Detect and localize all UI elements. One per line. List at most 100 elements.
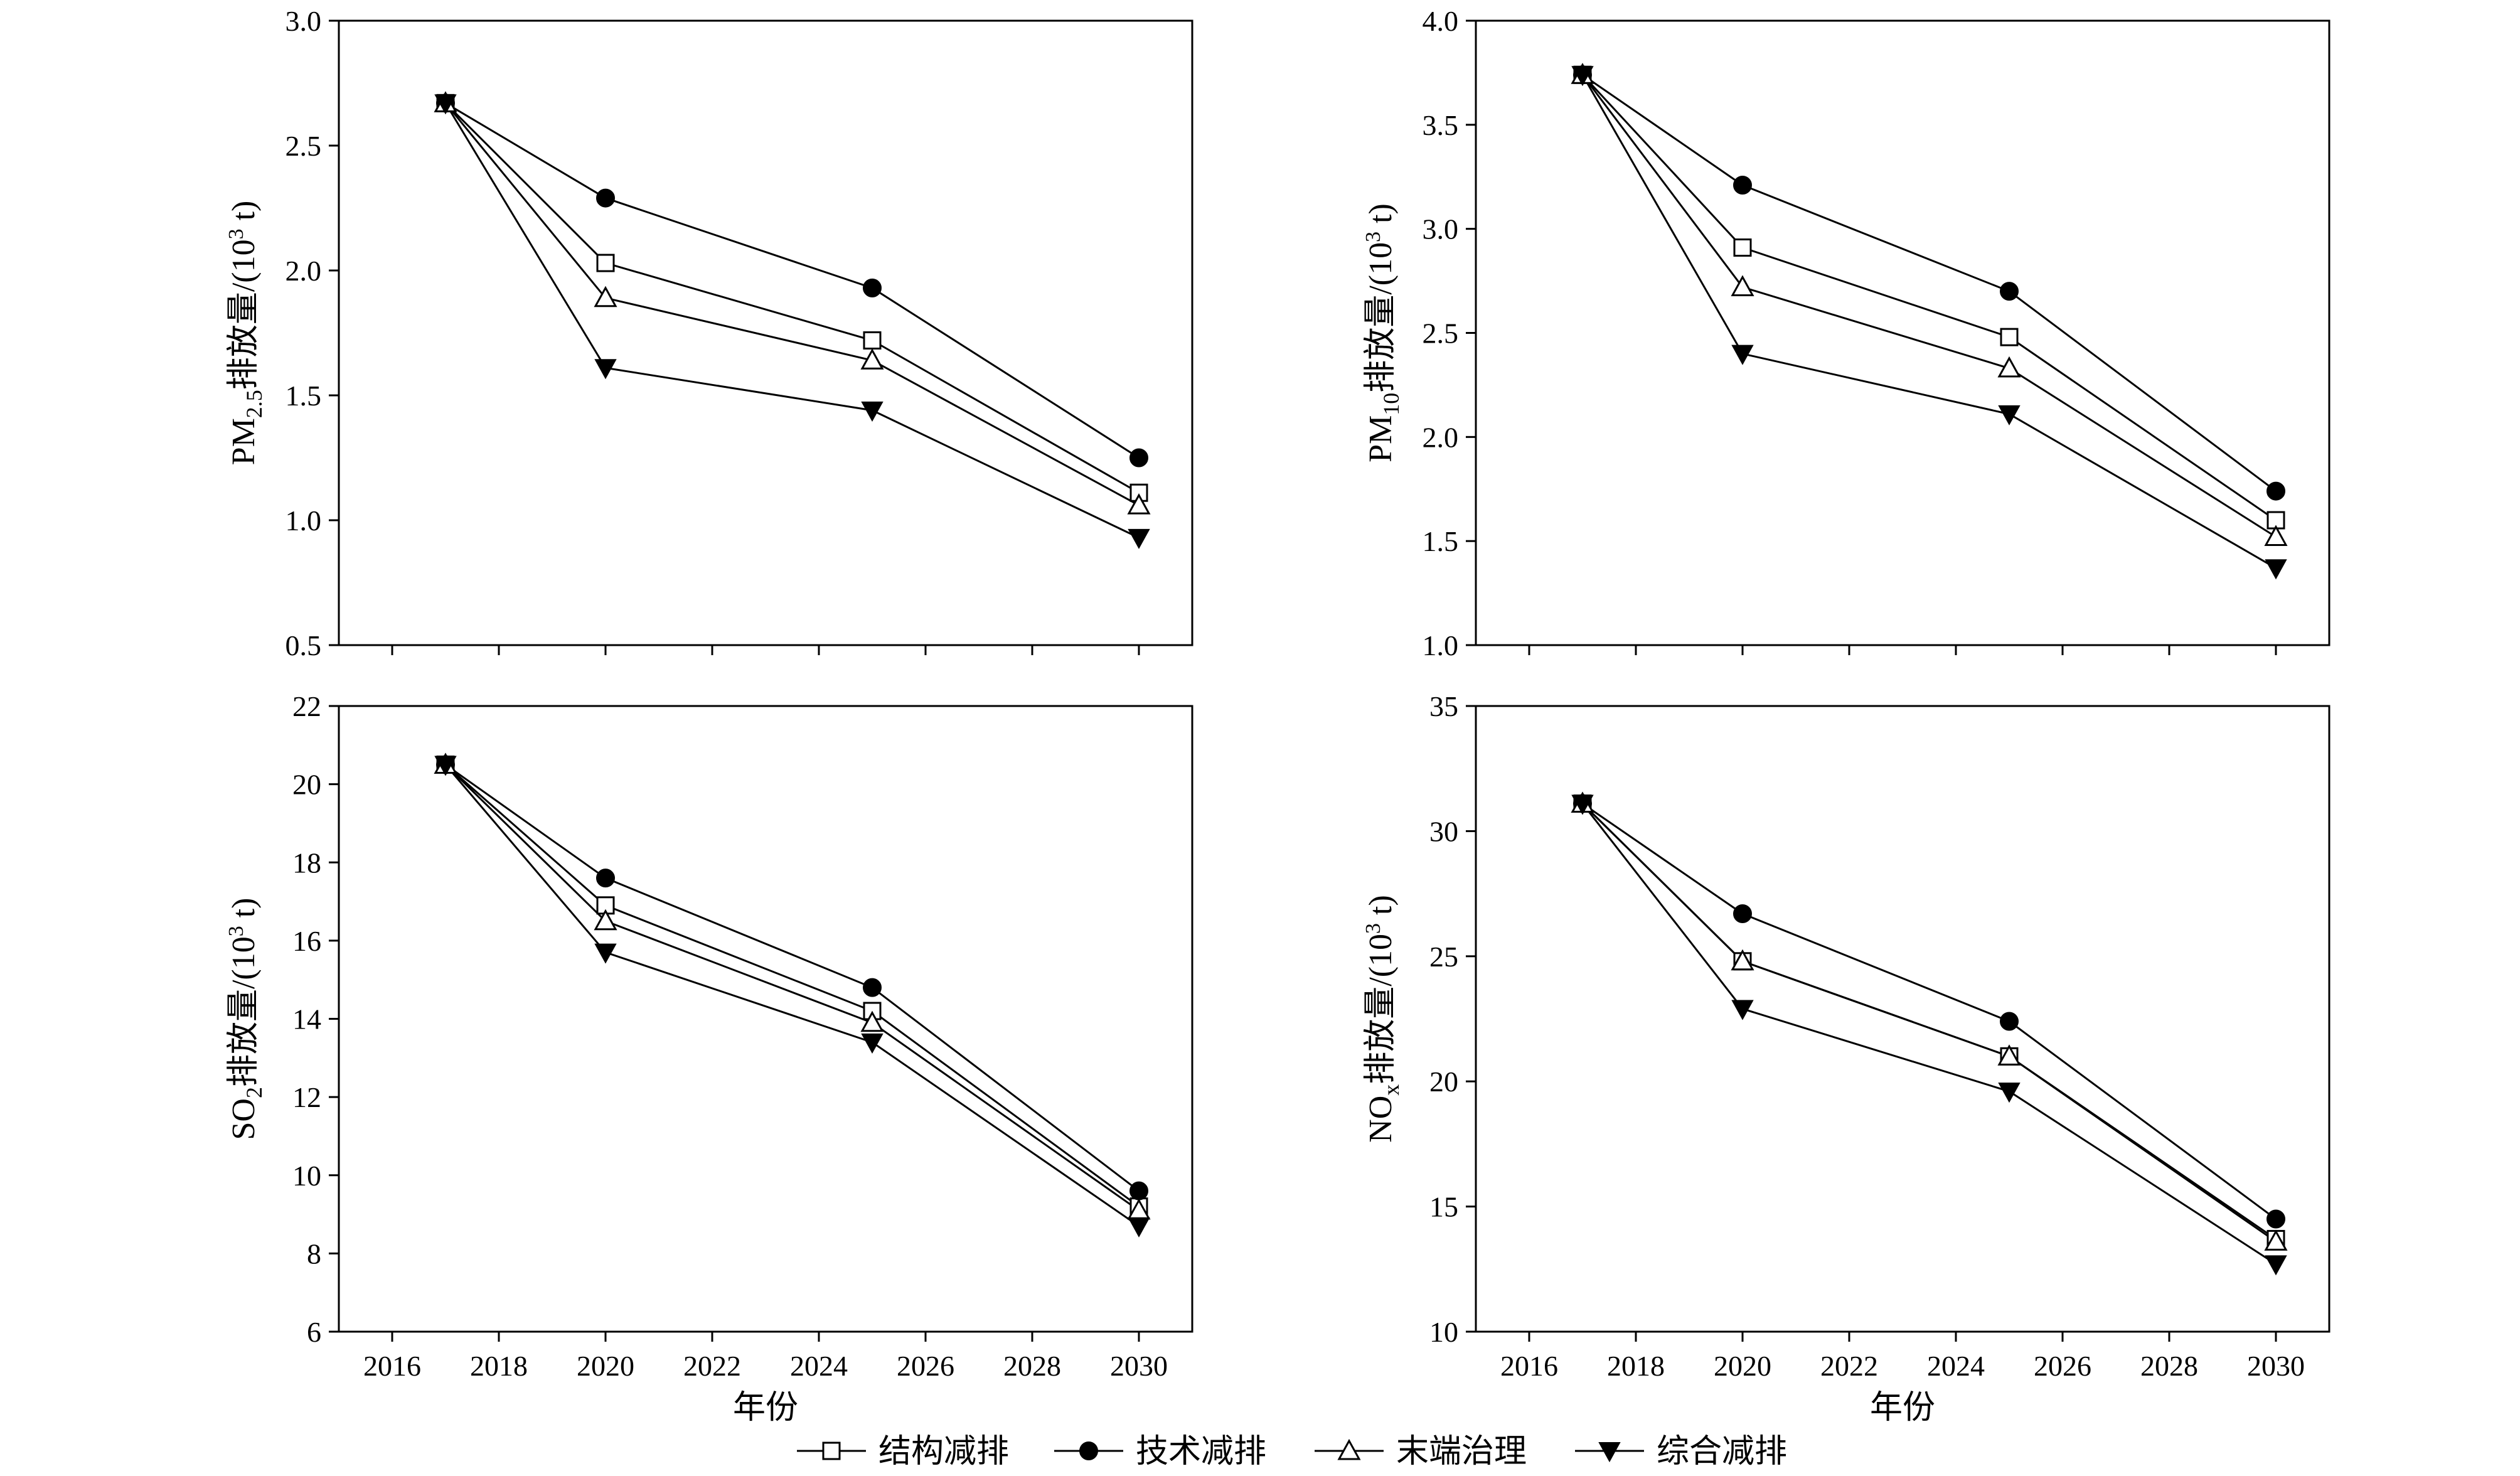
x-tick-label: 2026 — [897, 1350, 954, 1382]
data-point-series-2 — [596, 188, 615, 208]
series-line-3 — [444, 764, 1140, 1212]
data-point-series-3 — [1997, 356, 2021, 378]
data-point-series-2 — [1733, 904, 1752, 924]
y-tick-label: 3.0 — [286, 5, 322, 37]
series-line-3 — [444, 102, 1140, 506]
y-tick-label: 25 — [1429, 941, 1458, 973]
data-point-series-3 — [2264, 1229, 2288, 1251]
y-axis-title: PM10排放量/(103 t) — [1362, 203, 1404, 463]
y-tick-label: 18 — [292, 847, 321, 879]
data-point-series-2 — [1733, 176, 1752, 195]
x-tick-label: 2016 — [363, 1350, 421, 1382]
y-tick-label: 4.0 — [1423, 5, 1459, 37]
legend-label-2: 技术减排 — [1136, 1434, 1266, 1470]
y-tick-label: 8 — [307, 1238, 321, 1270]
data-point-series-4 — [594, 943, 617, 964]
series-line-2 — [445, 764, 1140, 1192]
y-tick-label: 2.0 — [1423, 421, 1459, 453]
x-tick-label: 2030 — [1110, 1350, 1168, 1382]
y-tick-label: 10 — [292, 1160, 321, 1192]
chart-panel-pm25: 0.5 1.0 1.5 2.0 2.5 3.0 PM2.5排放量/(103 t) — [225, 5, 1193, 661]
y-tick-label: 10 — [1429, 1316, 1458, 1348]
x-tick-label: 2020 — [1714, 1350, 1771, 1382]
x-tick-label: 2028 — [2140, 1350, 2198, 1382]
data-point-series-2 — [863, 978, 882, 997]
y-tick-label: 16 — [292, 925, 321, 957]
x-tick-label: 2026 — [2034, 1350, 2091, 1382]
data-point-series-1 — [2000, 328, 2019, 346]
series-line-3 — [1581, 74, 2277, 538]
plot-frame — [338, 705, 1193, 1333]
legend-marker-1 — [822, 1441, 841, 1460]
y-tick-label: 20 — [1429, 1066, 1458, 1098]
y-tick-label: 2.0 — [286, 255, 322, 287]
y-tick-label: 30 — [1429, 815, 1458, 847]
data-point-series-4 — [2265, 559, 2287, 580]
data-point-series-4 — [1731, 345, 1754, 365]
y-tick-label: 6 — [307, 1316, 321, 1348]
data-point-series-3 — [594, 909, 617, 931]
series-line-2 — [1582, 73, 2277, 492]
data-point-series-2 — [596, 869, 615, 888]
series-line-1 — [445, 764, 1140, 1207]
data-point-series-1 — [596, 254, 615, 272]
data-point-series-3 — [1127, 493, 1151, 515]
series-line-4 — [1581, 803, 2277, 1265]
chart-panel-pm10: 1.0 1.5 2.0 2.5 3.0 3.5 4.0 PM10排放量/(103 t) — [1362, 5, 2330, 661]
plot-frame — [1475, 705, 2330, 1333]
series-line-2 — [445, 102, 1140, 459]
y-tick-label: 1.0 — [1423, 629, 1459, 661]
legend-label-3: 末端治理 — [1396, 1434, 1527, 1470]
series-line-1 — [444, 102, 1140, 494]
data-point-series-4 — [1128, 1217, 1150, 1238]
data-point-series-4 — [594, 359, 617, 380]
data-point-series-4 — [1998, 1083, 2021, 1103]
data-point-series-4 — [434, 756, 457, 776]
x-tick-label: 2016 — [1500, 1350, 1558, 1382]
data-point-series-3 — [1731, 275, 1754, 297]
y-axis-title: NOx排放量/(103 t) — [1362, 895, 1404, 1143]
legend-label-1: 结构减排 — [878, 1434, 1009, 1470]
series-line-4 — [444, 764, 1140, 1227]
plot-frame — [338, 19, 1193, 646]
series-line-4 — [1581, 74, 2277, 569]
y-tick-label: 22 — [292, 690, 321, 722]
legend-marker-4 — [1598, 1442, 1621, 1463]
series-line-1 — [1581, 803, 2277, 1240]
data-point-series-3 — [1997, 1044, 2021, 1066]
legend-label-4: 综合减排 — [1657, 1434, 1787, 1470]
data-point-series-2 — [2000, 1012, 2019, 1031]
data-point-series-2 — [1129, 448, 1148, 468]
series-line-2 — [1582, 803, 2277, 1220]
legend-marker-2 — [1079, 1441, 1098, 1460]
x-tick-label: 2018 — [1607, 1350, 1665, 1382]
series-line-4 — [444, 102, 1140, 539]
y-tick-label: 2.5 — [286, 130, 322, 162]
x-tick-label: 2022 — [1820, 1350, 1878, 1382]
data-point-series-3 — [1731, 949, 1754, 971]
x-tick-label: 2028 — [1003, 1350, 1061, 1382]
data-point-series-4 — [1571, 794, 1594, 815]
x-tick-label: 2024 — [790, 1350, 848, 1382]
x-tick-label: 2030 — [2247, 1350, 2305, 1382]
legend: 结构减排 技术减排 末端治理 综合减排 — [797, 1434, 1787, 1470]
legend-marker-3 — [1337, 1438, 1361, 1460]
y-axis-title: SO2排放量/(103 t) — [225, 897, 267, 1140]
data-point-series-4 — [2265, 1255, 2287, 1276]
y-tick-label: 3.0 — [1423, 213, 1459, 245]
series-line-1 — [1581, 74, 2277, 521]
data-point-series-2 — [1129, 1181, 1148, 1201]
x-tick-label: 2018 — [470, 1350, 528, 1382]
y-axis-title: PM2.5排放量/(103 t) — [225, 201, 267, 466]
data-point-series-4 — [434, 94, 457, 115]
y-tick-label: 0.5 — [286, 629, 322, 661]
data-point-series-3 — [860, 1010, 884, 1032]
x-axis-title: 年份 — [733, 1390, 798, 1426]
data-point-series-2 — [863, 278, 882, 297]
x-axis-title: 年份 — [1870, 1390, 1935, 1426]
y-tick-label: 2.5 — [1423, 318, 1459, 350]
series-line-3 — [1581, 803, 2277, 1243]
data-point-series-4 — [1128, 528, 1150, 549]
data-point-series-4 — [861, 401, 884, 422]
